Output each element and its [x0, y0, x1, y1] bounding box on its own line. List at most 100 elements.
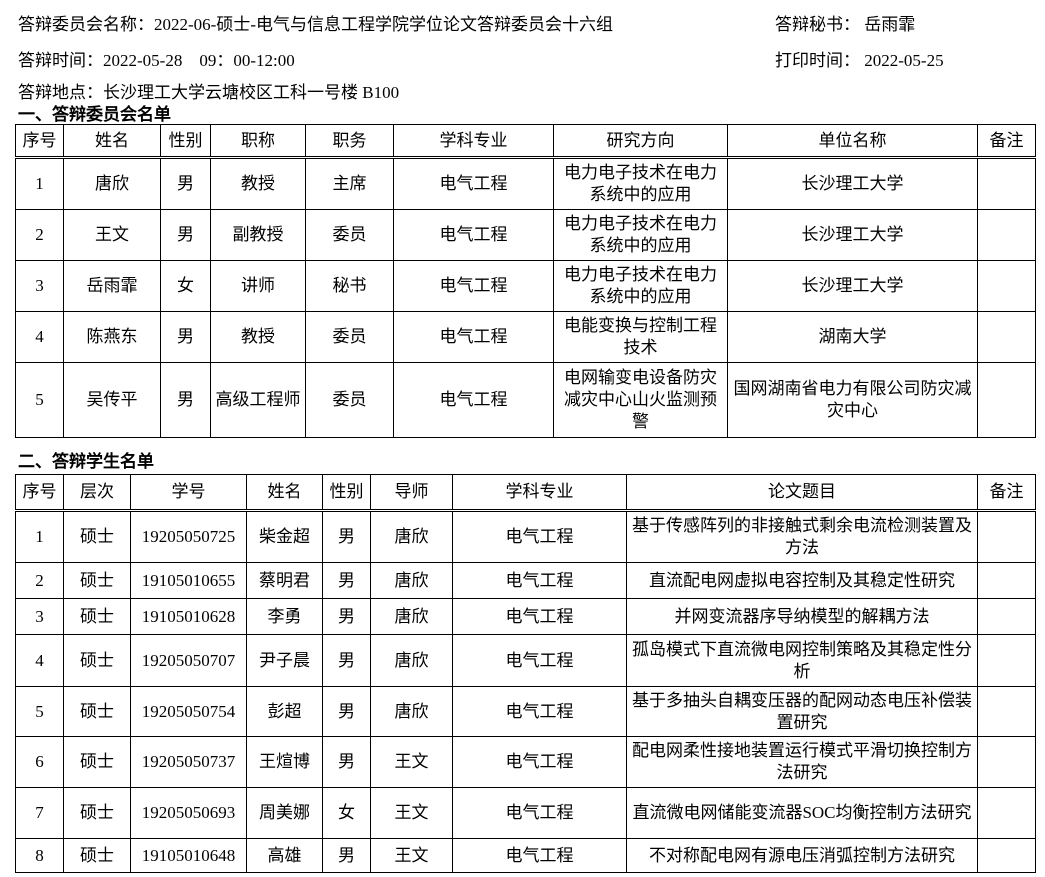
- table-cell: 秘书: [305, 260, 394, 312]
- table-cell: 硕士: [63, 510, 131, 563]
- table-cell: 5: [15, 686, 64, 737]
- table-cell: 陈燕东: [63, 311, 161, 363]
- column-header: 导师: [370, 474, 453, 512]
- table-cell: 19205050707: [130, 634, 247, 687]
- print-date: 2022-05-25: [864, 51, 944, 70]
- table-row: 5 吴传平男高级工程师 委员 电气工程 电网输变电设备防灾减灾中心山火监测预警 国网湖南省…: [15, 362, 1036, 438]
- table-cell: 电气工程: [452, 838, 627, 873]
- column-header: 备注: [977, 474, 1036, 512]
- table-cell: 电气工程: [452, 634, 627, 687]
- table-cell: 电气工程: [452, 562, 627, 599]
- column-header: 性别: [322, 474, 371, 512]
- table-cell: 王文: [370, 787, 453, 839]
- table-cell: 岳雨霏: [63, 260, 161, 312]
- table-row: 3 硕士 19105010628 李勇男唐欣 电气工程 并网变流器序导纳模型的解耦方法: [15, 598, 1036, 635]
- table-cell: 19105010648: [130, 838, 247, 873]
- table-cell: 2: [15, 209, 64, 261]
- table-cell: 1: [15, 157, 64, 210]
- table-cell: [977, 598, 1036, 635]
- table-cell: 尹子晨: [246, 634, 323, 687]
- table-cell: [977, 838, 1036, 873]
- table-cell: 电网输变电设备防灾减灾中心山火监测预警: [553, 362, 728, 438]
- table-cell: [977, 787, 1036, 839]
- table-cell: 电气工程: [452, 686, 627, 737]
- table-cell: 男: [160, 311, 211, 363]
- column-header: 研究方向: [553, 124, 728, 159]
- table-cell: 彭超: [246, 686, 323, 737]
- table-cell: 唐欣: [370, 598, 453, 635]
- table-cell: 19205050693: [130, 787, 247, 839]
- table-cell: 7: [15, 787, 64, 839]
- table-cell: [977, 209, 1036, 261]
- table-cell: 委员: [305, 311, 394, 363]
- table-cell: 高雄: [246, 838, 323, 873]
- table-cell: 直流微电网储能变流器SOC均衡控制方法研究: [626, 787, 978, 839]
- defense-time: 答辩时间：2022-05-28 09：00-12:00: [18, 51, 295, 70]
- table-cell: 3: [15, 598, 64, 635]
- table-cell: 教授: [210, 311, 306, 363]
- column-header: 论文题目: [626, 474, 978, 512]
- table-row: 2 王文男副教授 委员 电气工程 电力电子技术在电力系统中的应用 长沙理工大学: [15, 209, 1036, 261]
- table-cell: [977, 260, 1036, 312]
- table-cell: 男: [322, 510, 371, 563]
- table-cell: 委员: [305, 362, 394, 438]
- print-label: 打印时间：: [775, 51, 860, 70]
- table-cell: 并网变流器序导纳模型的解耦方法: [626, 598, 978, 635]
- table-cell: 讲师: [210, 260, 306, 312]
- table-cell: 电气工程: [393, 209, 554, 261]
- table-cell: 长沙理工大学: [727, 260, 978, 312]
- table-cell: 委员: [305, 209, 394, 261]
- table-cell: 电气工程: [393, 311, 554, 363]
- table-cell: 5: [15, 362, 64, 438]
- table-cell: [977, 157, 1036, 210]
- table-row: 4 陈燕东男教授 委员 电气工程 电能变换与控制工程技术 湖南大学: [15, 311, 1036, 363]
- table-cell: [977, 562, 1036, 599]
- table-cell: 19205050754: [130, 686, 247, 737]
- table-row: 4 硕士 19205050707 尹子晨男唐欣 电气工程 孤岛模式下直流微电网控制策略及其…: [15, 634, 1036, 687]
- print-time: 打印时间： 2022-05-25: [775, 46, 944, 71]
- table-cell: 电力电子技术在电力系统中的应用: [553, 157, 728, 210]
- table-cell: 吴传平: [63, 362, 161, 438]
- table-cell: 男: [160, 157, 211, 210]
- table-cell: 电气工程: [452, 787, 627, 839]
- table-cell: 柴金超: [246, 510, 323, 563]
- table-cell: 男: [160, 362, 211, 438]
- table-row: 1 硕士 19205050725 柴金超男唐欣 电气工程 基于传感阵列的非接触式剩余电流检…: [15, 510, 1036, 563]
- table-cell: [977, 311, 1036, 363]
- table-cell: 4: [15, 311, 64, 363]
- table-cell: 李勇: [246, 598, 323, 635]
- table-cell: 孤岛模式下直流微电网控制策略及其稳定性分析: [626, 634, 978, 687]
- secretary: 答辩秘书： 岳雨霏: [775, 10, 915, 35]
- table-cell: 基于传感阵列的非接触式剩余电流检测装置及方法: [626, 510, 978, 563]
- table-row: 1 唐欣男教授 主席 电气工程 电力电子技术在电力系统中的应用 长沙理工大学: [15, 157, 1036, 210]
- table-cell: 王文: [370, 736, 453, 788]
- table-cell: 长沙理工大学: [727, 157, 978, 210]
- table-cell: 电气工程: [393, 157, 554, 210]
- table-cell: 19105010628: [130, 598, 247, 635]
- table-cell: 4: [15, 634, 64, 687]
- table-cell: 女: [160, 260, 211, 312]
- table-cell: 硕士: [63, 787, 131, 839]
- secretary-label: 答辩秘书：: [775, 15, 860, 34]
- table-cell: [977, 510, 1036, 563]
- table-cell: 电气工程: [452, 510, 627, 563]
- table-cell: 19105010655: [130, 562, 247, 599]
- table-cell: 直流配电网虚拟电容控制及其稳定性研究: [626, 562, 978, 599]
- table-cell: [977, 362, 1036, 438]
- column-header: 职称: [210, 124, 306, 159]
- table-cell: 国网湖南省电力有限公司防灾减灾中心: [727, 362, 978, 438]
- table-cell: 硕士: [63, 634, 131, 687]
- table-cell: 硕士: [63, 838, 131, 873]
- column-header: 性别: [160, 124, 211, 159]
- table-cell: 男: [322, 736, 371, 788]
- table-cell: 副教授: [210, 209, 306, 261]
- table-cell: 教授: [210, 157, 306, 210]
- secretary-name: 岳雨霏: [864, 15, 916, 34]
- table-cell: 长沙理工大学: [727, 209, 978, 261]
- table-row: 5 硕士 19205050754 彭超男唐欣 电气工程 基于多抽头自耦变压器的配网动态电压…: [15, 686, 1036, 737]
- table-cell: [977, 634, 1036, 687]
- table-cell: 蔡明君: [246, 562, 323, 599]
- table-row: 2 硕士 19105010655 蔡明君男唐欣 电气工程 直流配电网虚拟电容控制及其稳定性…: [15, 562, 1036, 599]
- table-cell: [977, 686, 1036, 737]
- table-row: 6 硕士 19205050737 王煊博男王文 电气工程 配电网柔性接地装置运行模式平滑切…: [15, 736, 1036, 788]
